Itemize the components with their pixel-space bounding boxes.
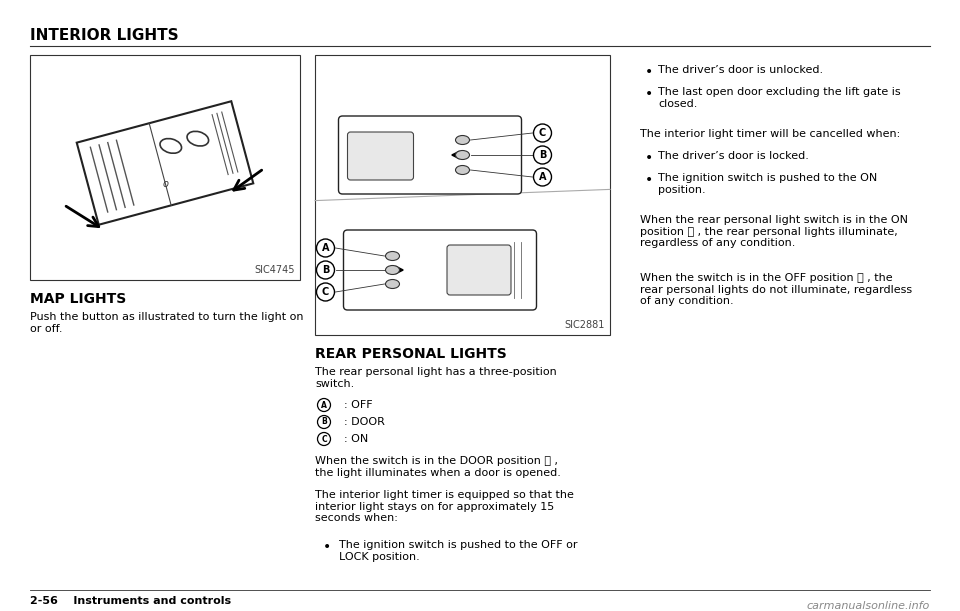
Circle shape [534,146,551,164]
Bar [315,55,610,335]
Circle shape [534,168,551,186]
Ellipse shape [386,279,399,288]
FancyBboxPatch shape [348,132,414,180]
Text: •: • [645,87,653,101]
Text: B: B [322,265,329,275]
Circle shape [317,239,334,257]
Ellipse shape [455,136,469,144]
Text: B: B [539,150,546,160]
Text: A: A [321,400,327,409]
Text: •: • [645,65,653,79]
Ellipse shape [187,131,208,146]
FancyBboxPatch shape [344,230,537,310]
Text: The driver’s door is locked.: The driver’s door is locked. [658,151,809,161]
Ellipse shape [455,166,469,175]
Circle shape [318,415,330,428]
Circle shape [317,261,334,279]
Text: REAR PERSONAL LIGHTS: REAR PERSONAL LIGHTS [315,347,507,361]
Circle shape [534,124,551,142]
Text: When the switch is in the DOOR position Ⓑ ,
the light illuminates when a door is: When the switch is in the DOOR position … [315,456,561,478]
Text: A: A [539,172,546,182]
Text: : DOOR: : DOOR [337,417,385,427]
Text: When the switch is in the OFF position Ⓐ , the
rear personal lights do not illum: When the switch is in the OFF position Ⓐ… [640,273,912,306]
Text: carmanualsonline.info: carmanualsonline.info [806,601,930,611]
Ellipse shape [455,150,469,159]
Text: A: A [322,243,329,253]
Text: B: B [322,417,326,426]
Text: o: o [162,178,168,189]
Text: The interior light timer will be cancelled when:: The interior light timer will be cancell… [640,129,900,139]
Text: •: • [645,151,653,165]
Ellipse shape [386,252,399,260]
Text: MAP LIGHTS: MAP LIGHTS [30,292,127,306]
FancyBboxPatch shape [339,116,521,194]
Text: C: C [322,434,326,444]
Circle shape [318,433,330,445]
Text: •: • [645,173,653,187]
Text: 2-56    Instruments and controls: 2-56 Instruments and controls [30,596,231,606]
Text: SIC4745: SIC4745 [254,265,295,275]
Ellipse shape [386,266,399,274]
Text: Push the button as illustrated to turn the light on
or off.: Push the button as illustrated to turn t… [30,312,303,334]
Text: The ignition switch is pushed to the ON
position.: The ignition switch is pushed to the ON … [658,173,877,194]
Text: The interior light timer is equipped so that the
interior light stays on for app: The interior light timer is equipped so … [315,490,574,523]
Text: The ignition switch is pushed to the OFF or
LOCK position.: The ignition switch is pushed to the OFF… [339,540,578,562]
Ellipse shape [160,139,181,153]
Text: C: C [539,128,546,138]
Text: The rear personal light has a three-position
switch.: The rear personal light has a three-posi… [315,367,557,389]
Text: C: C [322,287,329,297]
Text: When the rear personal light switch is in the ON
position Ⓒ , the rear personal : When the rear personal light switch is i… [640,215,908,248]
Circle shape [318,398,330,411]
Text: The driver’s door is unlocked.: The driver’s door is unlocked. [658,65,823,75]
Polygon shape [77,101,253,225]
Text: •: • [323,540,331,554]
FancyBboxPatch shape [447,245,511,295]
Bar [30,55,300,280]
Text: : ON: : ON [337,434,369,444]
Circle shape [317,283,334,301]
Text: INTERIOR LIGHTS: INTERIOR LIGHTS [30,28,179,43]
Text: The last open door excluding the lift gate is
closed.: The last open door excluding the lift ga… [658,87,900,109]
Text: : OFF: : OFF [337,400,372,410]
Text: SIC2881: SIC2881 [564,320,605,330]
